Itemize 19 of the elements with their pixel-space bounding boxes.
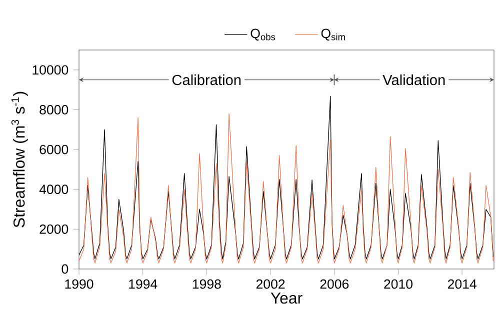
y-tick-label: 10000 [32, 65, 68, 75]
x-tick-label: 2010 [384, 279, 412, 289]
y-tick-label: 2000 [40, 224, 68, 234]
y-tick-label: 0 [62, 264, 68, 274]
x-tick-label: 1990 [65, 279, 94, 289]
x-axis-title: Year [270, 292, 302, 304]
x-tick-label: 2006 [320, 279, 349, 289]
x-tick-label: 2002 [256, 279, 285, 289]
annotation: Calibration [172, 74, 241, 86]
x-tick-label: 2014 [448, 279, 476, 289]
annotation: Validation [382, 74, 445, 86]
y-tick-label: 8000 [40, 105, 68, 114]
y-tick-label: 4000 [39, 184, 68, 194]
x-tick-label: 1994 [129, 279, 158, 289]
legend-label: Q$_{sim}$ [321, 28, 345, 41]
y-axis-title: Streamflow (m$^{3}$ s$^{-1}$) [11, 92, 28, 228]
legend-label: Q$_{obs}$ [250, 28, 276, 41]
x-tick-label: 1998 [192, 279, 221, 289]
y-tick-label: 6000 [40, 144, 68, 154]
